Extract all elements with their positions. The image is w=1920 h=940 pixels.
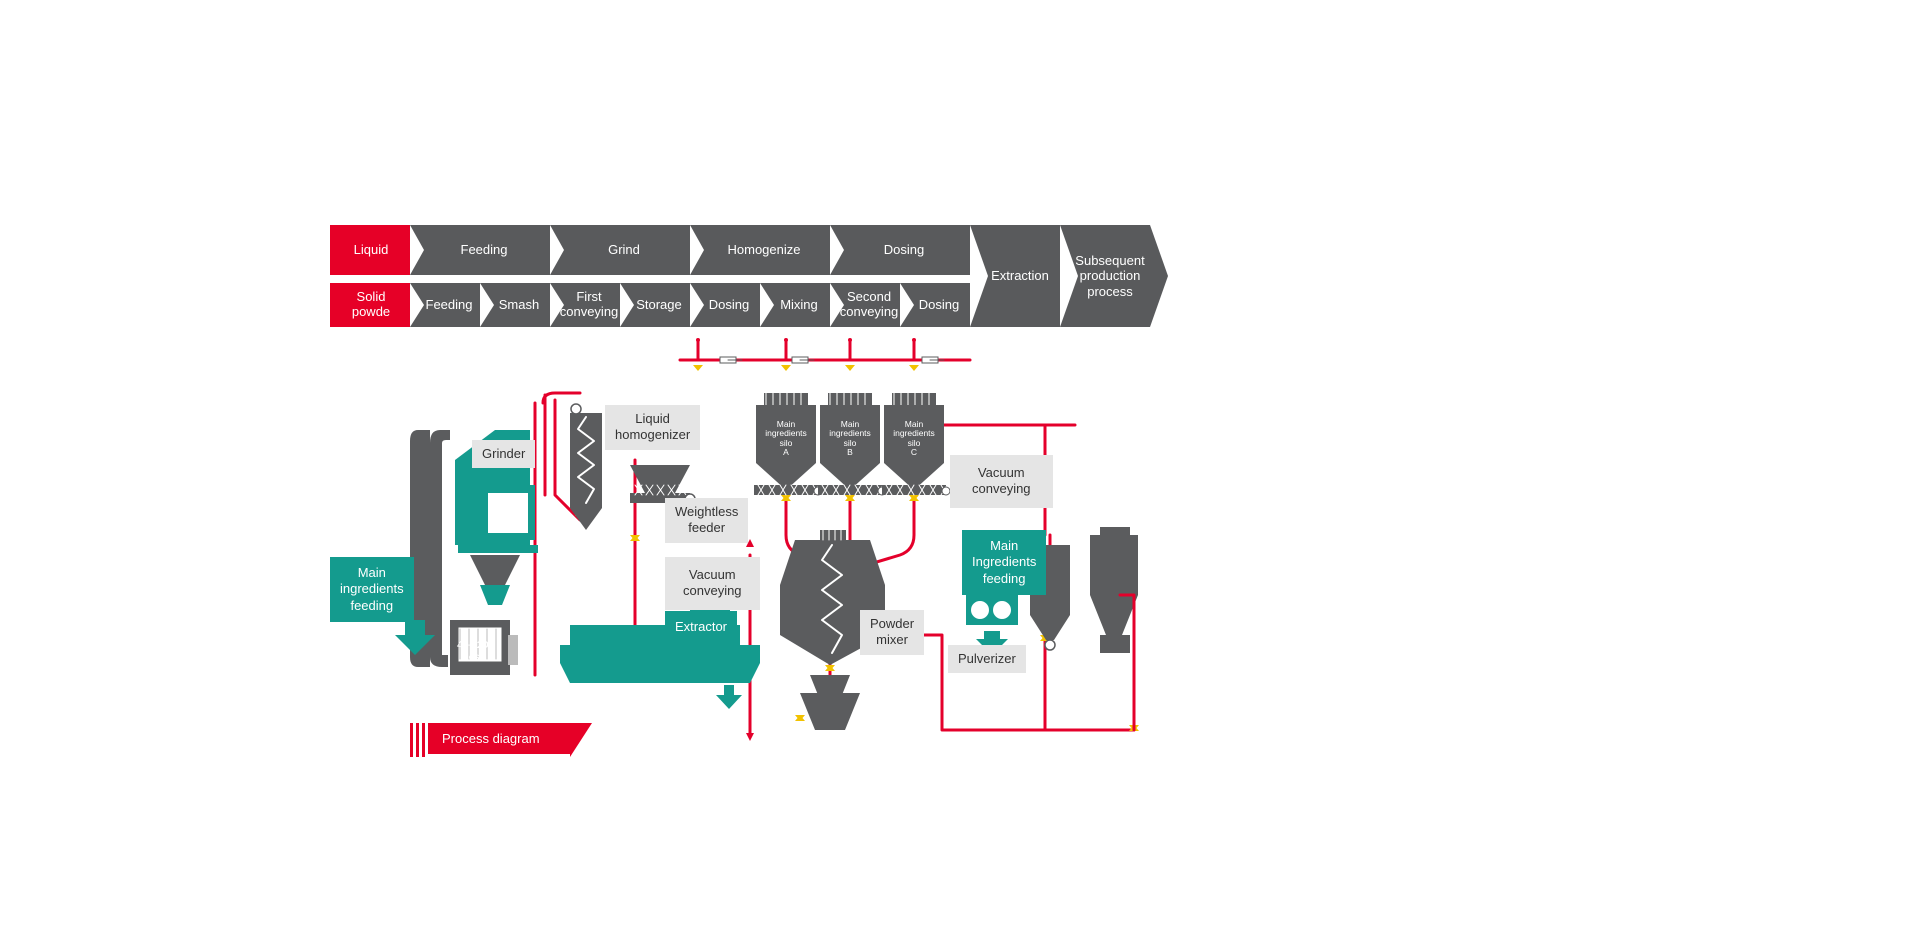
- process-diagram-flag: Process diagram: [428, 723, 570, 754]
- label-vacuum-conveying-2: Vacuum conveying: [950, 455, 1053, 508]
- label-main-feeding: Main ingredients feeding: [330, 557, 414, 622]
- silo-c-label: Main ingredients silo C: [888, 420, 940, 457]
- step-subsequent: Subsequent production process: [1060, 225, 1150, 327]
- label-powder-mixer: Powder mixer: [860, 610, 924, 655]
- step-extraction: Extraction: [970, 225, 1060, 327]
- mesh-label: 40-120 mesh: [457, 640, 488, 663]
- process-diagram: Grinder Liquid homogenizer Weightless fe…: [330, 335, 1250, 765]
- label-main-feeding-2: Main Ingredients feeding: [962, 530, 1046, 595]
- label-grinder: Grinder: [472, 440, 535, 468]
- flag-stripes: [410, 723, 425, 757]
- label-liquid-homogenizer: Liquid homogenizer: [605, 405, 700, 450]
- label-weightless-feeder: Weightless feeder: [665, 498, 748, 543]
- silo-b-label: Main ingredients silo B: [824, 420, 876, 457]
- process-flow-chevrons: LiquidFeedingGrindHomogenizeDosing Solid…: [330, 225, 1250, 330]
- liquid-row: LiquidFeedingGrindHomogenizeDosing: [330, 225, 970, 275]
- solid-row: Solid powdeFeedingSmashFirst conveyingSt…: [330, 283, 970, 327]
- diagram-svg: [330, 335, 1250, 765]
- label-pulverizer: Pulverizer: [948, 645, 1026, 673]
- label-vacuum-conveying: Vacuum conveying: [665, 557, 760, 610]
- silo-a-label: Main ingredients silo A: [760, 420, 812, 457]
- label-extractor: Extractor: [665, 611, 737, 643]
